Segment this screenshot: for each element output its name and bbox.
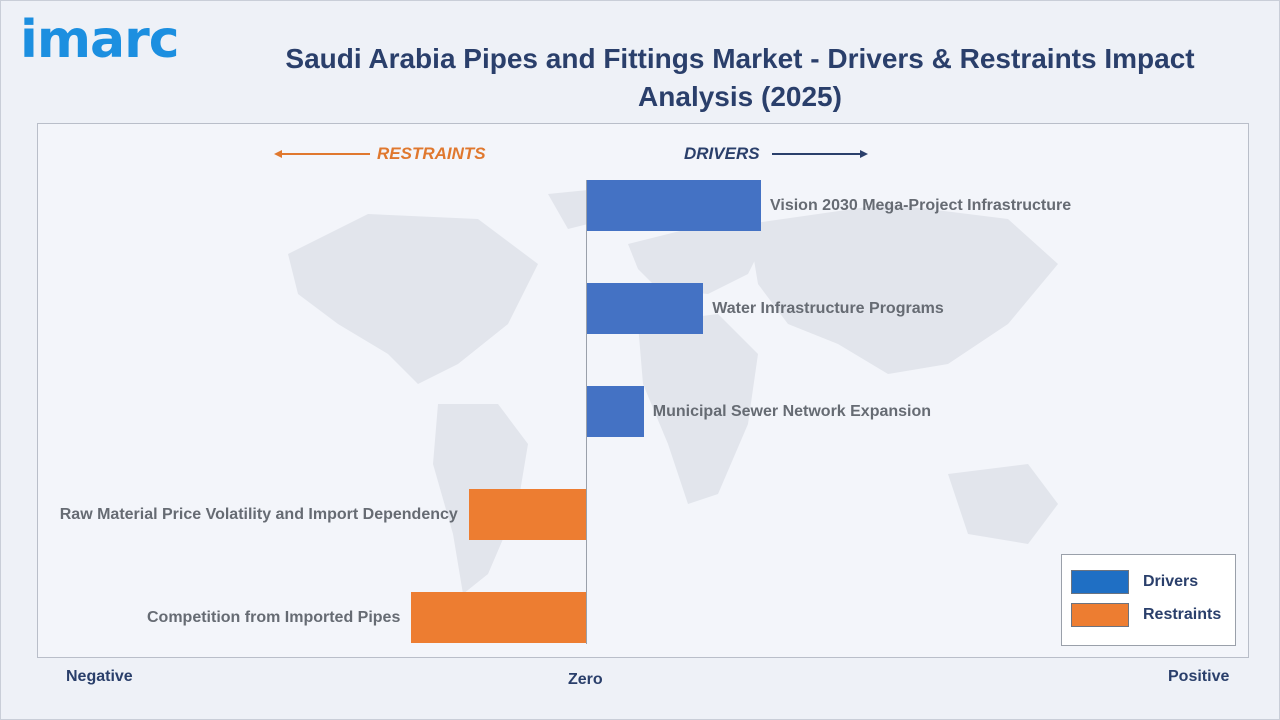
legend-label-drivers: Drivers — [1143, 573, 1199, 590]
restraints-direction-label: RESTRAINTS — [377, 144, 486, 163]
legend-swatch-drivers — [1071, 570, 1129, 594]
bar-restraint — [468, 489, 586, 540]
bar-label: Competition from Imported Pipes — [147, 608, 401, 626]
bar-restraint — [411, 592, 586, 643]
bar-label: Water Infrastructure Programs — [712, 299, 944, 317]
bar-driver — [586, 180, 761, 231]
bar-label: Municipal Sewer Network Expansion — [652, 402, 932, 420]
bar-driver — [586, 386, 644, 437]
axis-label-positive: Positive — [1168, 668, 1230, 685]
restraints-arrow-icon — [274, 150, 370, 158]
legend-item-drivers: Drivers — [1071, 570, 1198, 594]
legend-label-restraints: Restraints — [1143, 606, 1222, 623]
bar-label: Raw Material Price Volatility and Import… — [59, 505, 458, 523]
world-map-watermark — [288, 189, 1058, 594]
axis-label-zero: Zero — [568, 671, 603, 688]
legend: Drivers Restraints — [1061, 554, 1236, 646]
bar-label: Vision 2030 Mega-Project Infrastructure — [770, 196, 1072, 214]
chart-title: Saudi Arabia Pipes and Fittings Market -… — [285, 43, 1195, 112]
zero-axis-line — [586, 180, 587, 644]
axis-label-negative: Negative — [66, 668, 133, 685]
plot-area: RESTRAINTS DRIVERS Vision 2030 Mega-Proj… — [37, 123, 1249, 658]
drivers-direction-label: DRIVERS — [684, 144, 760, 163]
legend-item-restraints: Restraints — [1071, 603, 1221, 627]
imarc-logo: imarc — [20, 10, 180, 70]
legend-swatch-restraints — [1071, 603, 1129, 627]
drivers-arrow-icon — [772, 150, 868, 158]
bar-driver — [586, 283, 704, 334]
